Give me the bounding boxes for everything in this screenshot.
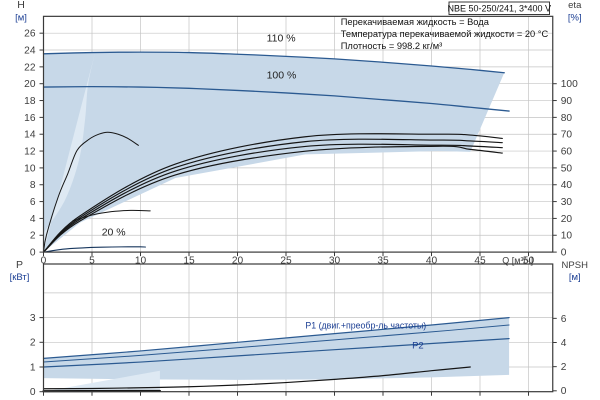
svg-text:6: 6: [561, 314, 567, 325]
svg-text:[%]: [%]: [568, 13, 582, 24]
svg-text:40: 40: [561, 180, 573, 191]
svg-text:P2: P2: [412, 340, 424, 351]
svg-text:1: 1: [30, 362, 36, 373]
svg-text:80: 80: [561, 113, 573, 124]
svg-text:3: 3: [30, 313, 36, 324]
svg-text:26: 26: [24, 29, 36, 40]
svg-text:22: 22: [24, 62, 36, 73]
svg-text:4: 4: [30, 214, 36, 225]
svg-text:NPSH: NPSH: [562, 260, 589, 271]
svg-text:NBE 50-250/241, 3*400 V: NBE 50-250/241, 3*400 V: [447, 3, 551, 13]
svg-text:Плотность = 998.2 кг/м³: Плотность = 998.2 кг/м³: [341, 41, 442, 51]
svg-text:H: H: [17, 0, 25, 11]
svg-text:10: 10: [24, 163, 36, 174]
svg-text:50: 50: [561, 163, 573, 174]
svg-text:10: 10: [561, 231, 573, 242]
svg-text:2: 2: [561, 362, 567, 373]
svg-text:100 %: 100 %: [267, 70, 297, 82]
svg-text:P1 (двиг.+преобр-ль частоты): P1 (двиг.+преобр-ль частоты): [305, 321, 426, 331]
svg-text:110 %: 110 %: [267, 33, 296, 45]
svg-text:eta: eta: [568, 0, 582, 11]
svg-text:0: 0: [561, 386, 567, 397]
svg-text:Перекачиваемая жидкость = Вода: Перекачиваемая жидкость = Вода: [341, 17, 490, 27]
svg-text:100: 100: [561, 79, 578, 90]
svg-text:[м]: [м]: [15, 13, 27, 24]
svg-text:20: 20: [24, 79, 36, 90]
svg-text:70: 70: [561, 130, 573, 141]
svg-text:90: 90: [561, 96, 573, 107]
svg-text:0: 0: [561, 248, 567, 259]
svg-text:24: 24: [24, 45, 36, 56]
svg-text:14: 14: [24, 130, 36, 141]
svg-text:2: 2: [30, 231, 36, 242]
svg-text:60: 60: [561, 146, 573, 157]
svg-text:20 %: 20 %: [102, 226, 126, 238]
svg-text:20: 20: [561, 214, 573, 225]
svg-text:8: 8: [30, 180, 36, 191]
svg-text:[м]: [м]: [569, 272, 581, 283]
svg-text:0: 0: [30, 248, 36, 259]
svg-text:30: 30: [561, 197, 573, 208]
svg-text:16: 16: [24, 113, 36, 124]
svg-text:2: 2: [30, 338, 36, 349]
svg-text:Температура перекачиваемой жид: Температура перекачиваемой жидкости = 20…: [341, 29, 549, 39]
svg-text:6: 6: [30, 197, 36, 208]
svg-text:4: 4: [561, 338, 567, 349]
svg-text:0: 0: [30, 387, 36, 398]
svg-text:[кВт]: [кВт]: [10, 272, 30, 283]
svg-text:P: P: [16, 259, 23, 271]
svg-text:12: 12: [24, 146, 36, 157]
svg-text:18: 18: [24, 96, 36, 107]
